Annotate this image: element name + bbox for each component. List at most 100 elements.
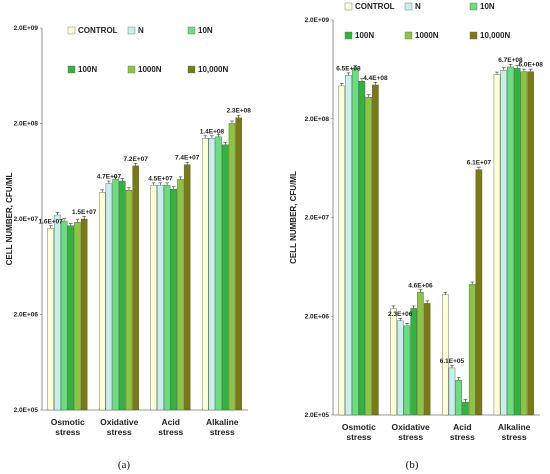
bar-10n-1 [112, 179, 119, 411]
bar-n-1 [105, 183, 113, 411]
data-label: 2.3E+06 [388, 311, 413, 318]
data-label: 7.2E+07 [123, 156, 148, 163]
bar-10n-1 [403, 325, 411, 416]
bar-10000n-2 [475, 169, 483, 416]
panel-label: (a) [118, 459, 131, 471]
bar-n-2 [157, 185, 164, 411]
x-category-label: Oxidative stress [100, 417, 139, 437]
legend-swatch [187, 65, 196, 74]
bar-n-3 [500, 70, 507, 416]
y-tick-label: 2.0E+08 [14, 121, 39, 128]
data-label: 4.4E+08 [363, 75, 388, 82]
bar-1000n-0 [365, 97, 372, 416]
legend-swatch [67, 65, 76, 74]
y-tick-label: 2.0E+05 [305, 412, 330, 419]
data-label: 4.7E+07 [97, 174, 122, 181]
y-tick-label: 2.0E+08 [305, 116, 330, 123]
bar-n-0 [345, 75, 352, 416]
x-category-label: Oxidative stress [391, 422, 430, 442]
legend-label: 100N [355, 31, 374, 40]
data-label: 1.5E+07 [72, 209, 97, 216]
bar-1000n-3 [520, 71, 528, 416]
legend-swatch [187, 26, 196, 35]
y-tick-label: 2.0E+09 [14, 25, 39, 32]
legend-swatch [469, 31, 478, 40]
data-label: 2.3E+08 [226, 108, 251, 115]
bar-10000n-0 [372, 84, 379, 416]
panel-label: (b) [406, 459, 419, 471]
data-label: 1.6E+07 [39, 218, 64, 225]
bar-10n-2 [163, 185, 171, 411]
y-axis-label: CELL NUMBER, CFU/ML [5, 173, 14, 266]
legend-swatch [127, 26, 136, 35]
legend-swatch [344, 2, 353, 11]
data-label: 4.5E+07 [148, 175, 173, 182]
bar-1000n-3 [228, 123, 236, 411]
x-category-label: Alkaline stress [498, 422, 531, 442]
y-tick-label: 2.0E+09 [305, 17, 330, 24]
legend-label: 10N [198, 26, 213, 35]
bar-10n-0 [60, 220, 68, 411]
bar-10n-2 [455, 380, 462, 416]
bar-n-2 [448, 367, 456, 416]
legend-label: 1000N [138, 65, 162, 74]
bar-100n-0 [67, 225, 75, 411]
y-tick-label: 2.0E+05 [14, 407, 39, 414]
data-label: 6.0E+08 [518, 62, 543, 69]
legend-swatch [67, 26, 76, 35]
chart-panel-a: 2.0E+05 2.0E+06 2.0E+07 2.0E+08 2.0E+09 CELL … [5, 25, 251, 471]
legend-swatch [344, 31, 353, 40]
bar-10n-3 [215, 136, 222, 411]
bar-1000n-2 [468, 284, 476, 416]
bar-10000n-1 [132, 165, 139, 411]
legend-label: 10,000N [198, 65, 228, 74]
bar-control-0 [47, 228, 54, 411]
bar-1000n-0 [74, 222, 81, 411]
bar-10000n-0 [80, 218, 88, 411]
legend-label: 1000N [415, 31, 439, 40]
legend-label: 10N [480, 2, 495, 11]
bar-10n-3 [507, 66, 514, 416]
bar-1000n-1 [417, 292, 424, 416]
bar-control-1 [98, 192, 106, 411]
bar-n-1 [396, 320, 404, 416]
bar-control-2 [150, 185, 157, 411]
legend-swatch [469, 2, 478, 11]
legend-swatch [127, 65, 136, 74]
bar-10000n-1 [423, 303, 431, 416]
legend-label: 100N [78, 65, 97, 74]
x-category-label: Acid stress [450, 422, 475, 442]
x-category-label: Osmotic stress [342, 422, 376, 442]
bar-10n-0 [351, 68, 359, 416]
bar-control-0 [338, 85, 346, 416]
bar-n-3 [208, 138, 216, 411]
legend-label: CONTROL [78, 26, 118, 35]
bar-control-1 [390, 308, 397, 416]
data-label: 6.1E+07 [467, 160, 492, 167]
data-label: 1.4E+08 [200, 128, 225, 135]
bar-1000n-2 [177, 179, 184, 411]
legend-label: CONTROL [355, 2, 395, 11]
bar-1000n-1 [125, 190, 133, 411]
data-label: 4.6E+06 [408, 282, 433, 289]
bar-10000n-3 [527, 71, 534, 416]
bar-100n-0 [358, 81, 366, 416]
data-label: 6.7E+08 [498, 57, 523, 64]
data-label: 7.4E+07 [175, 155, 200, 162]
y-tick-label: 2.0E+06 [305, 313, 330, 320]
bar-n-0 [54, 214, 61, 411]
bar-100n-2 [170, 189, 178, 411]
x-category-label: Acid stress [158, 417, 183, 437]
legend-label: N [138, 26, 144, 35]
bar-control-3 [201, 138, 209, 411]
x-category-label: Osmotic stress [51, 417, 85, 437]
y-tick-label: 2.0E+06 [14, 312, 39, 319]
legend-swatch [404, 31, 413, 40]
bar-control-2 [441, 294, 449, 416]
bar-100n-2 [462, 401, 469, 416]
chart-panel-b: 2.0E+05 2.0E+06 2.0E+07 2.0E+08 2.0E+09 CELL … [289, 2, 543, 471]
legend-label: N [415, 2, 421, 11]
bar-100n-1 [410, 308, 417, 416]
bar-100n-3 [513, 68, 521, 416]
